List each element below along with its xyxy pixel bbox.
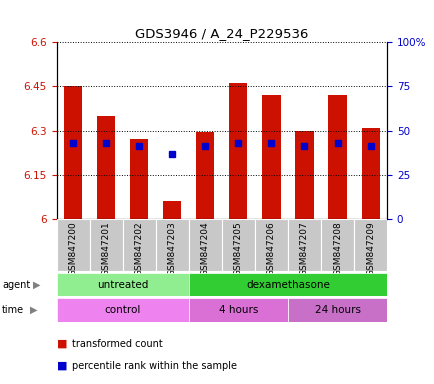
Bar xyxy=(163,201,181,219)
Text: GSM847209: GSM847209 xyxy=(365,222,374,276)
Text: 24 hours: 24 hours xyxy=(314,305,360,315)
Bar xyxy=(353,219,386,271)
Text: GSM847206: GSM847206 xyxy=(266,222,275,276)
Bar xyxy=(262,95,280,219)
Title: GDS3946 / A_24_P229536: GDS3946 / A_24_P229536 xyxy=(135,26,308,40)
Text: time: time xyxy=(2,305,24,315)
Text: control: control xyxy=(104,305,141,315)
Text: percentile rank within the sample: percentile rank within the sample xyxy=(72,361,236,371)
Bar xyxy=(89,219,122,271)
Text: GSM847202: GSM847202 xyxy=(135,222,143,276)
Text: GSM847203: GSM847203 xyxy=(168,222,176,276)
Bar xyxy=(155,219,188,271)
Bar xyxy=(56,273,188,296)
Bar xyxy=(295,131,313,219)
Bar xyxy=(361,127,379,219)
Bar xyxy=(196,132,214,219)
Bar xyxy=(320,219,353,271)
Bar xyxy=(221,219,254,271)
Bar xyxy=(254,219,287,271)
Text: GSM847201: GSM847201 xyxy=(102,222,110,276)
Text: GSM847204: GSM847204 xyxy=(201,222,209,276)
Bar xyxy=(122,219,155,271)
Bar xyxy=(130,139,148,219)
Bar xyxy=(287,219,320,271)
Text: GSM847205: GSM847205 xyxy=(233,222,242,276)
Text: transformed count: transformed count xyxy=(72,339,162,349)
Bar xyxy=(64,86,82,219)
Text: dexamethasone: dexamethasone xyxy=(246,280,329,290)
Bar xyxy=(229,83,247,219)
Text: GSM847208: GSM847208 xyxy=(332,222,341,276)
Bar xyxy=(188,298,287,322)
Bar xyxy=(56,219,89,271)
Text: ▶: ▶ xyxy=(33,280,40,290)
Text: ■: ■ xyxy=(56,339,67,349)
Text: untreated: untreated xyxy=(97,280,148,290)
Text: GSM847207: GSM847207 xyxy=(299,222,308,276)
Text: agent: agent xyxy=(2,280,30,290)
Text: ▶: ▶ xyxy=(30,305,37,315)
Text: 4 hours: 4 hours xyxy=(218,305,257,315)
Text: GSM847200: GSM847200 xyxy=(69,222,77,276)
Bar xyxy=(287,298,386,322)
Bar xyxy=(328,95,346,219)
Bar xyxy=(97,116,115,219)
Bar xyxy=(56,298,188,322)
Bar xyxy=(188,273,386,296)
Bar xyxy=(188,219,221,271)
Text: ■: ■ xyxy=(56,361,67,371)
